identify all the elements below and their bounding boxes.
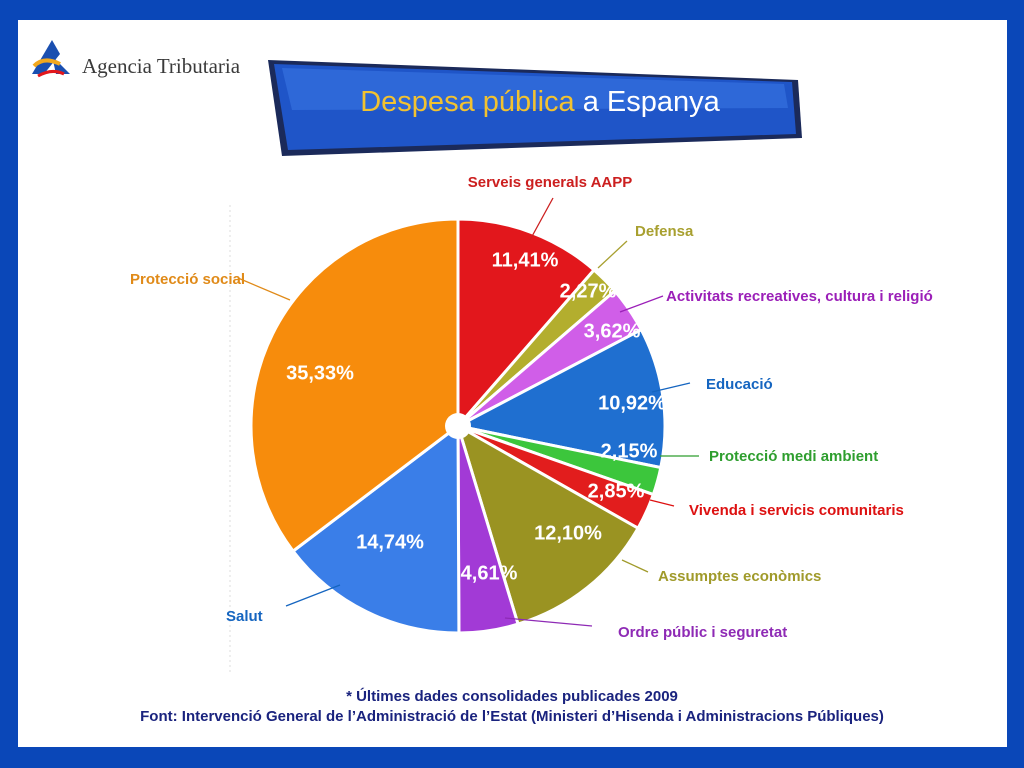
value-label-proteccio-social: 35,33% [286, 362, 354, 384]
value-label-defensa: 2,27% [560, 280, 617, 302]
pie-slice-serveis-generals-aapp [456, 217, 597, 431]
page-title: Despesa pública a Espanya [300, 86, 780, 119]
category-label-salut: Salut [226, 608, 263, 625]
pie-slice-salut [290, 422, 461, 635]
value-label-educacio: 10,92% [598, 392, 666, 414]
value-label-vivenda-i-servicis-comunitaris: 2,85% [588, 480, 645, 502]
category-label-proteccio-social: Protecció social [130, 271, 245, 288]
pie-slice-educacio [453, 327, 667, 470]
value-label-activitats-recreatives-cultura-i-religio: 3,62% [584, 320, 641, 342]
logo-text: Agencia Tributaria [82, 54, 241, 78]
value-label-ordre-public-i-seguretat: 4,61% [461, 562, 518, 584]
category-label-ordre-public-i-seguretat: Ordre públic i seguretat [618, 624, 787, 641]
leader-line-ordre-public-i-seguretat [504, 617, 593, 627]
agencia-tributaria-logo-icon [32, 40, 70, 78]
leader-line-serveis-generals-aapp [529, 197, 554, 241]
title-highlight: Despesa pública [360, 86, 575, 118]
leader-line-proteccio-social [237, 277, 291, 301]
category-label-proteccio-medi-ambient: Protecció medi ambient [709, 448, 878, 465]
title-banner [268, 60, 802, 156]
value-label-salut: 14,74% [356, 531, 424, 553]
leader-line-assumptes-economics [621, 559, 649, 573]
leader-line-defensa [597, 240, 628, 269]
value-label-serveis-generals-aapp: 11,41% [492, 249, 559, 271]
category-label-activitats-recreatives-cultura-i-religio: Activitats recreatives, cultura i religi… [666, 288, 933, 305]
category-label-assumptes-economics: Assumptes econòmics [658, 568, 821, 585]
category-label-educacio: Educació [706, 376, 773, 393]
category-label-defensa: Defensa [635, 223, 694, 240]
footer-source: Font: Intervenció General de l’Administr… [140, 708, 884, 725]
value-label-proteccio-medi-ambient: 2,15% [601, 440, 658, 462]
leader-line-salut [285, 584, 341, 607]
pie-slice-proteccio-social [249, 217, 460, 554]
category-label-serveis-generals-aapp: Serveis generals AAPP [468, 174, 633, 191]
title-rest: a Espanya [574, 86, 720, 118]
leader-line-activitats-recreatives-cultura-i-religio [619, 295, 664, 313]
footer-note: * Últimes dades consolidades publicades … [346, 688, 678, 705]
pie-center-hole [445, 413, 471, 439]
value-label-assumptes-economics: 12,10% [534, 522, 602, 544]
leader-line-vivenda-i-servicis-comunitaris [649, 499, 675, 507]
category-label-vivenda-i-servicis-comunitaris: Vivenda i servicis comunitaris [689, 502, 904, 519]
leader-line-educacio [651, 382, 691, 393]
